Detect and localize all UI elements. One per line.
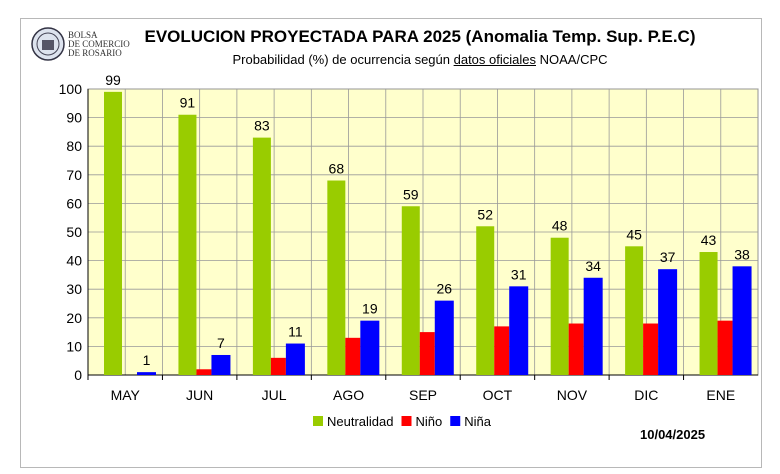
x-tick-label: JUL bbox=[262, 387, 287, 403]
data-label: 68 bbox=[329, 161, 345, 177]
logo-text: DE ROSARIO bbox=[68, 48, 122, 58]
bar-niño bbox=[196, 369, 212, 375]
bar-niña bbox=[732, 266, 752, 375]
y-tick-label: 60 bbox=[66, 195, 82, 211]
seal-icon bbox=[31, 27, 65, 61]
x-tick-label: ENE bbox=[706, 387, 735, 403]
data-label: 52 bbox=[477, 206, 493, 222]
data-label: 91 bbox=[180, 95, 196, 111]
bar-niño bbox=[568, 323, 584, 375]
x-tick-label: OCT bbox=[483, 387, 513, 403]
logo-text: BOLSA bbox=[68, 30, 98, 40]
bar-niña bbox=[137, 372, 156, 375]
data-label: 7 bbox=[217, 335, 225, 351]
bar-niño bbox=[717, 320, 733, 375]
y-tick-label: 80 bbox=[66, 138, 82, 154]
bar-niña bbox=[658, 269, 678, 375]
y-tick-label: 90 bbox=[66, 110, 82, 126]
bar-niña bbox=[211, 354, 231, 375]
bar-niña bbox=[285, 343, 305, 375]
bar-niño bbox=[643, 323, 659, 375]
chart-subtitle: Probabilidad (%) de ocurrencia según dat… bbox=[140, 52, 700, 67]
data-label: 37 bbox=[660, 249, 676, 265]
bar-neutralidad bbox=[252, 137, 271, 375]
legend-label: Niño bbox=[416, 414, 443, 429]
bar-niño bbox=[270, 357, 286, 375]
y-tick-label: 40 bbox=[66, 253, 82, 269]
data-label: 31 bbox=[511, 266, 527, 282]
x-tick-label: AGO bbox=[333, 387, 364, 403]
legend-swatch bbox=[450, 416, 461, 426]
subtitle-text: NOAA/CPC bbox=[536, 52, 608, 67]
y-tick-label: 0 bbox=[74, 367, 82, 383]
bar-niño bbox=[345, 337, 361, 375]
bar-neutralidad bbox=[104, 91, 122, 376]
legend-swatch bbox=[313, 416, 323, 426]
y-tick-label: 20 bbox=[66, 310, 82, 326]
y-tick-label: 50 bbox=[66, 224, 82, 240]
y-tick-label: 100 bbox=[59, 81, 83, 97]
legend-label: Niña bbox=[464, 414, 492, 429]
bar-niña bbox=[509, 286, 529, 375]
date-label: 10/04/2025 bbox=[640, 427, 706, 442]
x-tick-label: DIC bbox=[634, 387, 658, 403]
y-tick-label: 30 bbox=[66, 281, 82, 297]
data-label: 38 bbox=[734, 246, 750, 262]
subtitle-link: datos oficiales bbox=[453, 52, 536, 67]
data-label: 59 bbox=[403, 186, 419, 202]
chart-title: EVOLUCION PROYECTADA PARA 2025 (Anomalia… bbox=[144, 27, 696, 46]
frame bbox=[20, 18, 762, 468]
y-tick-label: 10 bbox=[66, 338, 82, 354]
bar-neutralidad bbox=[178, 114, 197, 376]
bar-niño bbox=[494, 326, 510, 375]
data-label: 1 bbox=[143, 352, 151, 368]
data-label: 11 bbox=[288, 324, 303, 340]
logo-text: DE COMERCIO bbox=[68, 39, 130, 49]
bar-neutralidad bbox=[327, 180, 346, 375]
bar-neutralidad bbox=[401, 206, 420, 375]
data-label: 48 bbox=[552, 218, 568, 234]
bar-niña bbox=[360, 320, 380, 375]
bar-niña bbox=[434, 300, 454, 375]
data-label: 26 bbox=[436, 281, 452, 297]
data-label: 45 bbox=[626, 226, 642, 242]
bar-neutralidad bbox=[625, 246, 644, 375]
legend-swatch bbox=[401, 416, 412, 426]
legend-label: Neutralidad bbox=[327, 414, 394, 429]
data-label: 19 bbox=[362, 301, 378, 317]
data-label: 83 bbox=[254, 118, 270, 134]
data-label: 34 bbox=[585, 258, 601, 274]
x-tick-label: JUN bbox=[186, 387, 213, 403]
y-tick-label: 70 bbox=[66, 167, 82, 183]
subtitle-text: Probabilidad (%) de ocurrencia según bbox=[232, 52, 454, 67]
bolsa-logo: BOLSA DE COMERCIO DE ROSARIO bbox=[30, 26, 140, 62]
data-label: 99 bbox=[105, 72, 121, 88]
data-label: 43 bbox=[701, 232, 717, 248]
bar-niña bbox=[583, 277, 603, 375]
x-tick-label: MAY bbox=[111, 387, 141, 403]
bar-neutralidad bbox=[476, 226, 495, 375]
bar-neutralidad bbox=[699, 252, 718, 375]
x-tick-label: NOV bbox=[557, 387, 588, 403]
x-tick-label: SEP bbox=[409, 387, 437, 403]
bar-niño bbox=[419, 332, 435, 375]
bar-neutralidad bbox=[550, 237, 569, 375]
